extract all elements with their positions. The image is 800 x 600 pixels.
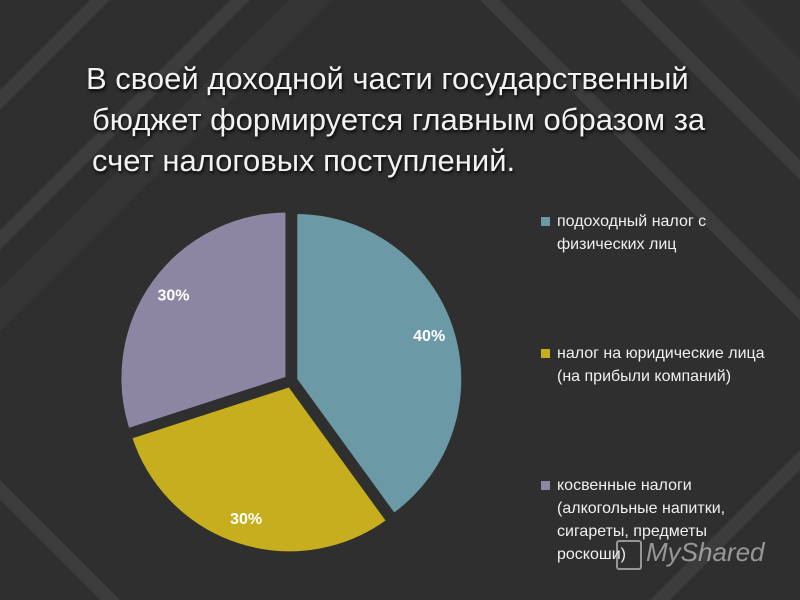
slice-data-label: 40%: [413, 328, 445, 345]
title-line-2: бюджет формируется главным образом за: [92, 102, 706, 137]
title-line-1: В своей доходной части государственный: [86, 61, 689, 96]
pie-slice: [294, 210, 465, 517]
slide-title: В своей доходной части государственный б…: [86, 58, 766, 181]
legend-label: подоходный налог с физических лиц: [557, 213, 707, 253]
legend-label: косвенные налоги (алкогольные напитки, с…: [557, 477, 726, 563]
legend-item-corporate-tax: налог на юридические лица (на прибыли ко…: [541, 342, 780, 388]
presentation-board-icon: [616, 540, 642, 570]
legend-swatch: [541, 217, 550, 226]
slice-data-label: 30%: [230, 511, 262, 528]
legend-item-indirect-taxes: косвенные налоги (алкогольные напитки, с…: [541, 474, 780, 566]
legend-label: налог на юридические лица (на прибыли ко…: [557, 345, 765, 385]
title-line-3: счет налоговых поступлений.: [92, 143, 516, 178]
slice-data-label: 30%: [157, 288, 189, 305]
legend-swatch: [541, 481, 550, 490]
legend-item-individual-income-tax: подоходный налог с физических лиц: [541, 210, 780, 256]
pie-slice: [118, 209, 289, 432]
watermark: MyShared: [616, 537, 765, 568]
pie-slice: [128, 383, 390, 555]
watermark-text: MyShared: [646, 537, 765, 567]
legend-swatch: [541, 349, 550, 358]
